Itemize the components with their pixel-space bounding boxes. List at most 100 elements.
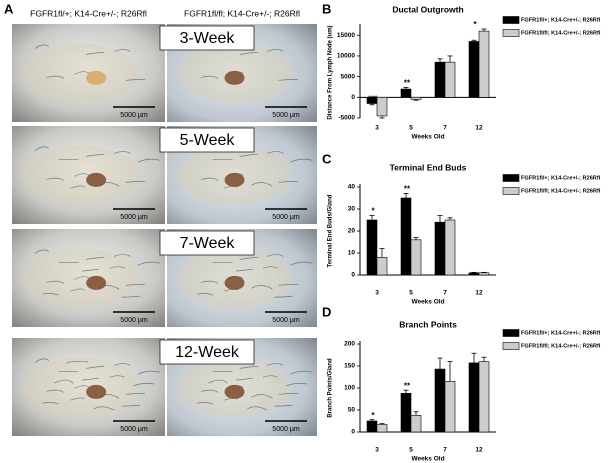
bar (366, 219, 378, 276)
bar (478, 361, 490, 433)
duct (86, 52, 105, 55)
duct (239, 52, 258, 55)
duct (34, 44, 50, 49)
duct (137, 158, 160, 163)
duct (82, 377, 100, 381)
legend-swatch (502, 174, 520, 182)
duct (125, 284, 145, 286)
legend-label: FGFR1fl/fl; K14-Cre+/-; R26Rfl (521, 343, 601, 349)
bar (366, 420, 378, 433)
duct (54, 379, 74, 384)
duct (290, 261, 313, 266)
duct (239, 257, 258, 260)
bar (478, 30, 490, 98)
y-tick-label: 0 (351, 429, 355, 436)
duct (262, 375, 279, 378)
legend-swatch (502, 16, 520, 24)
duct (274, 295, 293, 298)
y-tick-label: 200 (344, 341, 355, 348)
x-axis-label: Weeks Old (411, 456, 444, 463)
duct (42, 402, 59, 405)
duct (125, 181, 145, 183)
x-tick-label: 12 (475, 447, 483, 454)
duct (86, 154, 105, 157)
bar (444, 219, 456, 276)
bar (400, 197, 412, 276)
bar (468, 41, 480, 98)
x-tick-label: 3 (375, 447, 379, 454)
duct (46, 177, 64, 181)
y-tick-label: 0 (351, 272, 355, 279)
duct (200, 280, 219, 284)
y-axis-label: Terminal End Buds/Gland (328, 194, 334, 267)
x-tick-label: 5 (409, 447, 413, 454)
y-tick-label: -5000 (338, 115, 355, 122)
duct (114, 151, 131, 154)
duct (235, 377, 253, 381)
duct (200, 389, 219, 393)
duct (239, 154, 258, 157)
duct (74, 71, 90, 75)
x-axis-label: Weeks Old (411, 134, 444, 141)
duct (251, 285, 273, 290)
significance: * (473, 20, 477, 29)
duct (46, 280, 64, 284)
bar (376, 424, 388, 433)
x-tick-label: 7 (443, 290, 447, 297)
week-label: 7-Week (180, 235, 236, 252)
legend-swatch (502, 342, 520, 350)
lymph-node (86, 70, 107, 85)
duct (133, 383, 155, 387)
duct (86, 257, 105, 260)
bar (400, 88, 412, 98)
duct (114, 49, 131, 52)
lymph-node (224, 275, 245, 290)
x-tick-label: 12 (475, 290, 483, 297)
duct (235, 268, 253, 272)
x-tick-label: 5 (409, 290, 413, 297)
week-box (159, 127, 255, 153)
bar (376, 97, 388, 117)
x-tick-label: 3 (375, 125, 379, 132)
bar (434, 368, 446, 433)
x-tick-label: 5 (409, 125, 413, 132)
y-axis-label: Branch Points/Gland (328, 358, 334, 418)
x-tick-label: 7 (443, 125, 447, 132)
duct (200, 177, 219, 181)
duct (278, 79, 298, 81)
duct (34, 358, 50, 363)
duct (93, 406, 115, 411)
duct (121, 295, 140, 298)
y-tick-label: 10 (348, 250, 356, 257)
bar (434, 221, 446, 276)
duct (109, 375, 126, 378)
duct (200, 75, 219, 79)
panel-letter: C (322, 151, 332, 166)
week-label: 12-Week (175, 344, 240, 361)
significance: ** (404, 79, 411, 88)
bar (468, 362, 480, 433)
column-header: FGFR1fl/+; K14-Cre+/-; R26Rfl (30, 8, 147, 18)
duct (65, 360, 89, 364)
y-tick-label: 15000 (337, 32, 355, 39)
y-tick-label: 20 (348, 228, 356, 235)
duct (285, 383, 308, 387)
scale-label: 5000 µm (120, 112, 148, 119)
duct (208, 379, 228, 384)
significance: ** (404, 185, 411, 194)
tissue (22, 248, 139, 308)
duct (290, 158, 313, 163)
duct (34, 146, 50, 151)
scale-label: 5000 µm (272, 214, 300, 221)
x-tick-label: 12 (475, 125, 483, 132)
bar (434, 61, 446, 98)
x-tick-label: 3 (375, 290, 379, 297)
x-axis-label: Weeks Old (411, 299, 444, 306)
legend-label: FGFR1fl/+; K14-Cre+/-; R26Rfl (521, 17, 601, 23)
significance: * (371, 411, 375, 420)
scale-label: 5000 µm (120, 317, 148, 324)
week-box (159, 339, 255, 365)
legend-label: FGFR1fl/+; K14-Cre+/-; R26Rfl (521, 330, 601, 336)
duct (278, 284, 298, 286)
